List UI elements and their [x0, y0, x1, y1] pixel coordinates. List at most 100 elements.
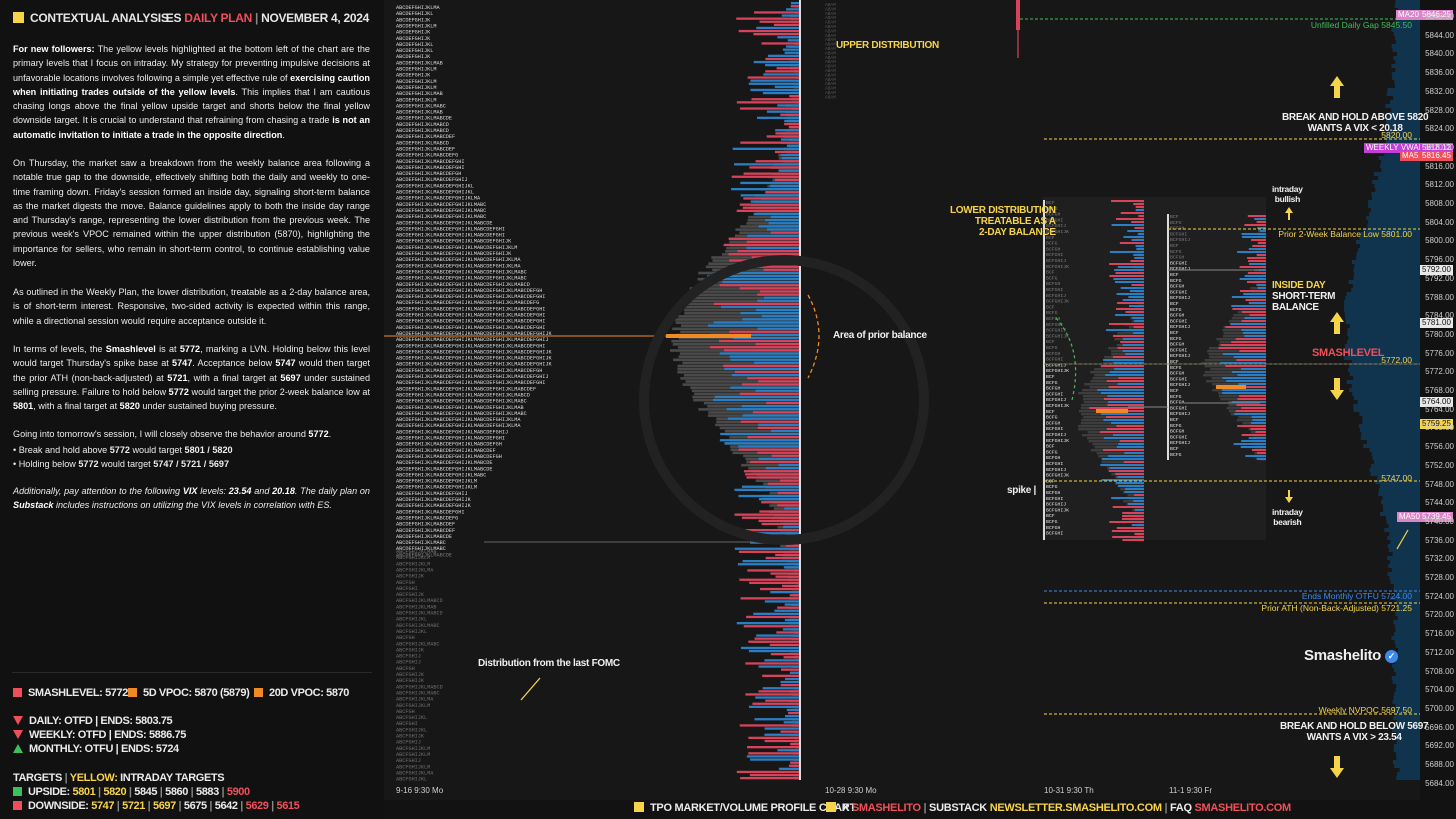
- tpo-row: ABAM: [825, 68, 836, 74]
- volume-bar: [728, 253, 801, 256]
- volume-bar: [728, 237, 801, 240]
- tpo-row: ABCFGHIJKLMAB: [396, 549, 436, 555]
- volume-bar: [1230, 323, 1266, 325]
- volume-bar: [713, 321, 801, 324]
- volume-bar: [1240, 446, 1266, 448]
- monthly-otfu-label: Ends Monthly OTFU 5724.00: [1301, 591, 1412, 601]
- volume-bar: [1122, 299, 1144, 301]
- volume-bar: [752, 702, 801, 705]
- tpo-row: ABCDEFGHIJKLMABCDEFGHIJKLMABCDE: [396, 460, 493, 466]
- volume-bar: [1089, 407, 1144, 409]
- volume-bar: [1221, 389, 1266, 391]
- volume-bar: [746, 615, 801, 619]
- volume-bar: [1231, 371, 1266, 373]
- tpo-row: ABCDEFGHIJKLM: [396, 67, 436, 73]
- volume-haze: [1382, 504, 1420, 508]
- volume-bar: [707, 324, 801, 327]
- volume-bar: [770, 231, 801, 234]
- volume-bar: [755, 696, 801, 699]
- price-tick: 5784.00: [1425, 311, 1454, 321]
- substack-link[interactable]: NEWSLETTER.SMASHELITO.COM: [989, 802, 1162, 814]
- price-tick: 5840.00: [1425, 49, 1454, 59]
- volume-bar: [753, 60, 801, 64]
- volume-bar: [1136, 248, 1144, 250]
- volume-bar: [709, 346, 801, 349]
- poc-line: [1216, 385, 1246, 389]
- tpo-row: ABAM: [825, 81, 836, 87]
- volume-bar: [1220, 344, 1266, 346]
- tpo-profile-chart[interactable]: ABCDEFGHIJKLMA ABCDEFGHIJKL ABCDEFGHIJK ABC…: [384, 0, 1456, 800]
- lower-distribution-label: LOWER DISTRIBUTION TREATABLE AS A 2-DAY …: [950, 205, 1056, 238]
- legend-smashlevel: SMASHLEVEL: 5772: [13, 687, 128, 699]
- volume-bar: [724, 274, 801, 278]
- price-tick: 5704.00: [1425, 685, 1454, 695]
- volume-haze: [1396, 600, 1420, 604]
- price-tick: 5688.00: [1425, 760, 1454, 769]
- volume-bar: [734, 513, 801, 516]
- volume-bar: [1135, 206, 1144, 208]
- volume-bar: [777, 36, 801, 39]
- volume-haze: [1379, 484, 1420, 488]
- tpo-row: BCF: [1046, 444, 1055, 450]
- tpo-row: BCFGHI: [1170, 376, 1187, 382]
- volume-bar: [1244, 335, 1266, 337]
- volume-haze: [1362, 420, 1420, 424]
- price-tick: 5768.00: [1425, 386, 1454, 395]
- volume-bar: [785, 715, 801, 718]
- volume-bar: [1233, 443, 1266, 445]
- green-curve: [1055, 317, 1077, 401]
- targets-title: TARGETS | YELLOW: INTRADAY TARGETS: [13, 772, 225, 784]
- volume-haze: [1385, 120, 1420, 124]
- volume-bar: [1107, 404, 1144, 406]
- volume-bar: [1138, 215, 1144, 217]
- tpo-row: ABCDEFGHIJKL: [396, 42, 433, 48]
- price-tick: 5808.00: [1425, 199, 1454, 208]
- volume-bar: [758, 225, 801, 228]
- volume-bar: [1134, 533, 1144, 535]
- volume-bar: [1236, 404, 1266, 406]
- volume-haze: [1390, 540, 1420, 544]
- volume-bar: [1111, 224, 1144, 226]
- volume-bar: [1237, 398, 1266, 400]
- level-5747-label: 5747.00: [1381, 473, 1412, 483]
- volume-bar: [770, 184, 801, 188]
- tpo-row: ABCFGHIJKLMA: [396, 697, 434, 703]
- volume-haze: [1345, 296, 1420, 300]
- volume-bar: [719, 352, 801, 355]
- price-tick: 5792.00: [1425, 273, 1454, 283]
- volume-bar: [1241, 368, 1266, 370]
- price-tick: 5828.00: [1425, 105, 1454, 115]
- volume-haze: [1395, 732, 1420, 736]
- volume-bar: [748, 649, 801, 653]
- volume-haze: [1393, 716, 1420, 720]
- volume-bar: [1231, 341, 1266, 343]
- tpo-row: BCFGHIJ: [1170, 440, 1190, 446]
- weekly-vwap-value-tag: 5818.12: [1420, 143, 1453, 153]
- volume-bar: [736, 622, 801, 625]
- volume-haze: [1367, 224, 1420, 228]
- tpo-row: ABCDEFGHIJKLMABCDEFGHIJKLMABCDEFGHIJKLMA…: [396, 288, 542, 294]
- volume-haze: [1371, 192, 1420, 196]
- faq-link[interactable]: SMASHELITO.COM: [1194, 802, 1291, 814]
- tpo-row: ABCDEFGHIJKLMABCDEFGHIJKLMABC: [396, 214, 486, 220]
- tpo-row: ABCDEFGHIJKLMABCDEF: [396, 528, 455, 534]
- volume-bar: [1097, 389, 1144, 391]
- volume-bar: [740, 312, 801, 315]
- volume-haze: [1393, 744, 1420, 748]
- volume-haze: [1383, 508, 1420, 512]
- volume-bar: [1239, 395, 1266, 397]
- volume-bar: [766, 110, 801, 113]
- volume-bar: [1109, 467, 1144, 469]
- tpo-row: BCFGH: [1170, 400, 1185, 406]
- paragraph-vix: Additionally, pay attention to the follo…: [13, 486, 370, 511]
- volume-bar: [1116, 425, 1144, 427]
- tpo-row: BCFG: [1046, 275, 1058, 281]
- volume-bar: [761, 42, 801, 45]
- volume-bar: [743, 625, 801, 628]
- tpo-row: ABCDEFGHIJKLMABCDEFGHIJKLMABCDEFGHI: [396, 226, 505, 232]
- x-handle-link[interactable]: SMASHELITO: [851, 802, 921, 814]
- tpo-row: ABAM: [825, 37, 836, 43]
- volume-bar: [747, 746, 801, 749]
- volume-bar: [1207, 350, 1266, 353]
- volume-bar: [1117, 347, 1144, 349]
